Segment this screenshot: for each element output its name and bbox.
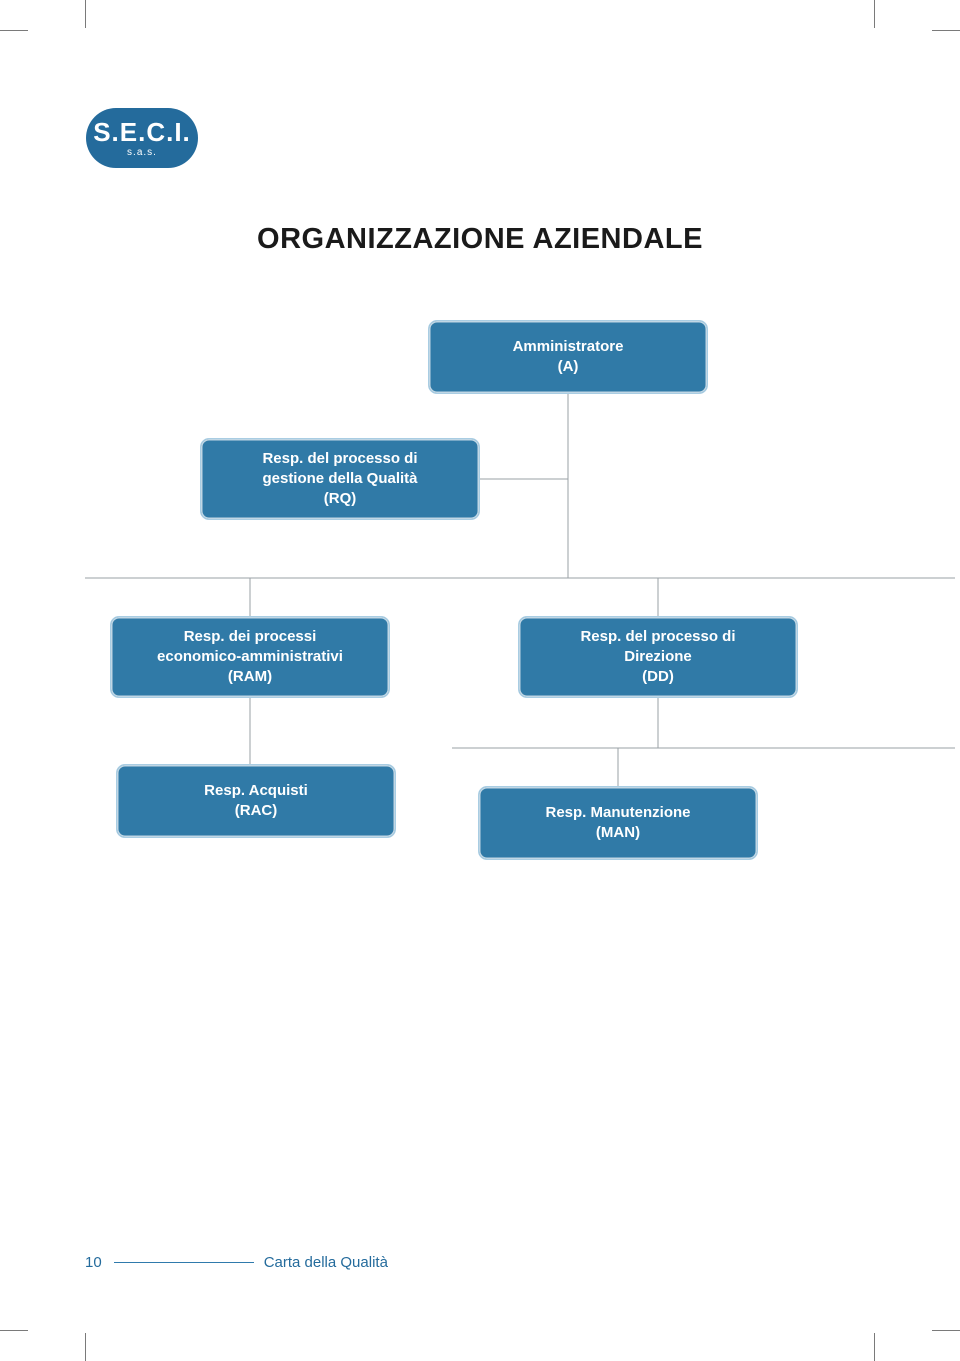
org-node-label: (RQ) <box>324 489 357 509</box>
org-chart: Amministratore(A)Resp. del processo dige… <box>0 320 960 880</box>
org-node-label: Resp. del processo di <box>580 627 735 647</box>
org-node-a: Amministratore(A) <box>428 320 708 394</box>
crop-mark <box>932 1330 960 1331</box>
page-number: 10 <box>85 1254 102 1271</box>
org-node-label: (RAC) <box>235 801 278 821</box>
footer-text: Carta della Qualità <box>264 1254 388 1271</box>
org-node-label: Resp. Manutenzione <box>545 803 690 823</box>
org-node-label: (MAN) <box>596 823 640 843</box>
crop-mark <box>0 30 28 31</box>
org-node-label: (RAM) <box>228 667 272 687</box>
footer-rule <box>114 1262 254 1263</box>
crop-mark <box>85 0 86 28</box>
crop-mark <box>85 1333 86 1361</box>
page-title: ORGANIZZAZIONE AZIENDALE <box>0 223 960 256</box>
logo-text: S.E.C.I. <box>93 119 191 145</box>
org-node-label: economico-amministrativi <box>157 647 343 667</box>
org-node-label: (DD) <box>642 667 674 687</box>
org-node-dd: Resp. del processo diDirezione(DD) <box>518 616 798 698</box>
org-node-man: Resp. Manutenzione(MAN) <box>478 786 758 860</box>
page: S.E.C.I. s.a.s. ORGANIZZAZIONE AZIENDALE… <box>0 0 960 1361</box>
org-node-label: Resp. del processo di <box>262 449 417 469</box>
org-node-label: Direzione <box>624 647 692 667</box>
crop-mark <box>0 1330 28 1331</box>
crop-mark <box>932 30 960 31</box>
crop-mark <box>874 0 875 28</box>
logo-subtext: s.a.s. <box>127 147 157 158</box>
org-node-rac: Resp. Acquisti(RAC) <box>116 764 396 838</box>
org-node-ram: Resp. dei processieconomico-amministrati… <box>110 616 390 698</box>
org-node-label: gestione della Qualità <box>262 469 417 489</box>
page-footer: 10 Carta della Qualità <box>85 1254 875 1271</box>
org-node-label: (A) <box>558 357 579 377</box>
company-logo: S.E.C.I. s.a.s. <box>86 108 198 168</box>
org-node-label: Amministratore <box>513 337 624 357</box>
org-node-label: Resp. dei processi <box>184 627 317 647</box>
org-node-rq: Resp. del processo digestione della Qual… <box>200 438 480 520</box>
org-node-label: Resp. Acquisti <box>204 781 308 801</box>
crop-mark <box>874 1333 875 1361</box>
